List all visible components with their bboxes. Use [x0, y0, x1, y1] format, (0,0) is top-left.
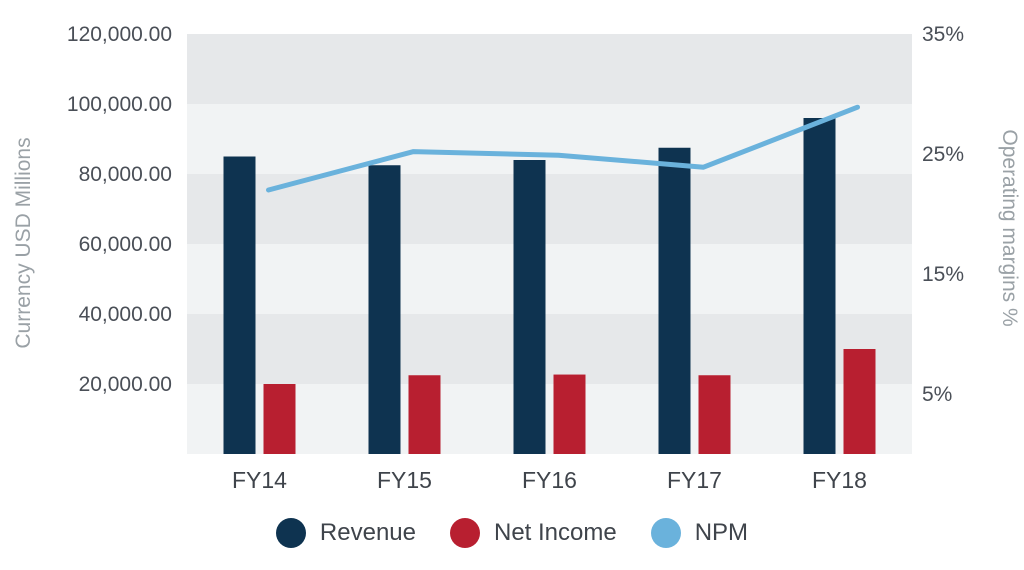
legend-swatch — [650, 518, 681, 548]
bar-revenue-fy16 — [513, 160, 546, 454]
chart-legend: Revenue Net Income NPM — [0, 518, 1024, 548]
category-label: FY14 — [232, 467, 287, 493]
legend-label: NPM — [694, 519, 749, 546]
grid-band — [187, 104, 912, 174]
left-axis-ticks: 20,000.00 40,000.00 60,000.00 80,000.00 100,… — [67, 23, 172, 396]
legend-item-net-income: Net Income — [450, 518, 617, 548]
right-tick-label: 5% — [922, 383, 952, 406]
category-axis-labels: FY14 FY15 FY16 FY17 FY18 — [232, 467, 867, 493]
right-axis-title: Operating margins % — [998, 129, 1021, 326]
legend-item-revenue: Revenue — [275, 518, 416, 548]
plot-background — [187, 34, 912, 454]
left-tick-label: 60,000.00 — [79, 233, 172, 256]
grid-band — [187, 34, 912, 104]
right-tick-label: 35% — [922, 23, 964, 46]
npm-series-line — [266, 104, 860, 193]
category-label: FY17 — [667, 467, 722, 493]
right-tick-label: 25% — [922, 143, 964, 166]
grid-band — [187, 244, 912, 314]
bar-net-income-fy18 — [843, 349, 876, 454]
bars — [223, 118, 876, 454]
bar-revenue-fy17 — [658, 147, 691, 454]
bar-net-income-fy17 — [698, 375, 731, 454]
bar-line-chart: 20,000.00 40,000.00 60,000.00 80,000.00 100,… — [12, 23, 1021, 493]
left-tick-label: 120,000.00 — [67, 23, 172, 46]
right-tick-label: 15% — [922, 263, 964, 286]
legend-swatch — [275, 518, 306, 548]
bar-net-income-fy15 — [408, 375, 441, 454]
legend-item-npm: NPM — [650, 518, 749, 548]
grid-band — [187, 384, 912, 454]
npm-line — [266, 104, 860, 193]
legend-label: Revenue — [319, 519, 416, 546]
left-tick-label: 40,000.00 — [79, 303, 172, 326]
left-tick-label: 80,000.00 — [79, 163, 172, 186]
legend-label: Net Income — [494, 519, 617, 546]
legend-swatch — [450, 518, 480, 548]
right-axis-ticks: 5% 15% 25% 35% — [922, 23, 964, 406]
category-label: FY18 — [812, 467, 867, 493]
bar-revenue-fy18 — [803, 118, 836, 454]
category-label: FY16 — [522, 467, 577, 493]
category-label: FY15 — [377, 467, 432, 493]
left-tick-label: 20,000.00 — [79, 373, 172, 396]
bar-revenue-fy15 — [368, 165, 401, 454]
bar-net-income-fy16 — [553, 374, 586, 454]
bar-revenue-fy14 — [223, 156, 256, 454]
left-axis-title: Currency USD Millions — [12, 137, 35, 348]
bar-net-income-fy14 — [263, 384, 296, 454]
grid-band — [187, 314, 912, 384]
grid-band — [187, 174, 912, 244]
left-tick-label: 100,000.00 — [67, 93, 172, 116]
